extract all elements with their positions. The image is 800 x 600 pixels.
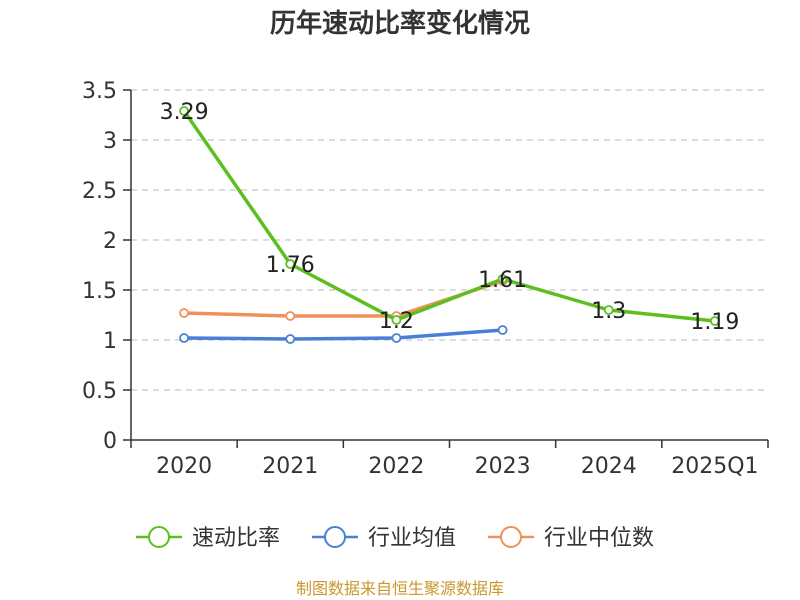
series-2 — [179, 276, 508, 321]
point-2-1 — [285, 311, 296, 321]
point-0-3 — [497, 274, 508, 284]
grid-lines — [131, 89, 768, 391]
point-1-1 — [285, 334, 296, 344]
data-label-5: 1.19 — [690, 310, 739, 335]
y-tick-label-4: 2 — [103, 229, 117, 254]
series-1 — [179, 325, 508, 344]
point-2-0 — [179, 308, 189, 318]
legend-item-2: 行业中位数 — [488, 526, 654, 551]
point-0-1 — [285, 259, 296, 269]
x-tick-label-5: 2025Q1 — [671, 454, 758, 479]
legend-label-1: 行业均值 — [368, 526, 456, 551]
x-tick-label-3: 2023 — [475, 454, 531, 479]
legend-label-0: 速动比率 — [192, 526, 280, 551]
source-note: 制图数据来自恒生聚源数据库 — [296, 579, 504, 598]
x-tick-label-1: 2021 — [262, 454, 318, 479]
legend-marker-2 — [500, 526, 522, 548]
y-tick-label-3: 1.5 — [82, 279, 117, 304]
point-1-3 — [497, 325, 508, 335]
y-tick-label-7: 3.5 — [82, 79, 117, 104]
point-0-0 — [179, 106, 189, 116]
legend-item-0: 速动比率 — [136, 526, 280, 551]
series-line-0 — [182, 109, 717, 323]
point-1-0 — [179, 333, 189, 343]
data-labels: 3.29 1.76 1.2 1.61 1.3 1.19 — [160, 100, 740, 335]
data-label-2: 1.2 — [379, 309, 414, 334]
series-line-1 — [182, 328, 505, 341]
series-0 — [179, 106, 720, 326]
legend-item-1: 行业均值 — [312, 526, 456, 551]
point-1-2 — [391, 333, 402, 343]
legend-label-2: 行业中位数 — [544, 526, 654, 551]
legend-marker-0 — [148, 526, 170, 548]
y-tick-label-1: 0.5 — [82, 379, 117, 404]
legend: 速动比率 行业均值 行业中位数 — [136, 526, 654, 551]
y-tick-label-2: 1 — [103, 329, 117, 354]
legend-marker-1 — [324, 526, 346, 548]
series-layer — [179, 106, 720, 344]
point-0-2 — [391, 315, 402, 325]
x-tick-label-4: 2024 — [581, 454, 637, 479]
point-0-4 — [603, 305, 614, 315]
data-label-4: 1.3 — [591, 299, 626, 324]
y-tick-label-6: 3 — [103, 129, 117, 154]
x-tick-label-2: 2022 — [368, 454, 424, 479]
data-label-3: 1.61 — [478, 268, 527, 293]
data-label-0: 3.29 — [160, 100, 209, 125]
x-tick-label-0: 2020 — [156, 454, 212, 479]
axes: 0 0.5 1 1.5 2 2.5 3 3.5 2020 2021 2022 2023 2024 2025… — [82, 79, 769, 479]
y-tick-label-5: 2.5 — [82, 179, 117, 204]
data-label-1: 1.76 — [266, 253, 315, 278]
y-tick-label-0: 0 — [103, 429, 117, 454]
point-0-5 — [710, 316, 720, 326]
chart-title: 历年速动比率变化情况 — [270, 8, 530, 39]
